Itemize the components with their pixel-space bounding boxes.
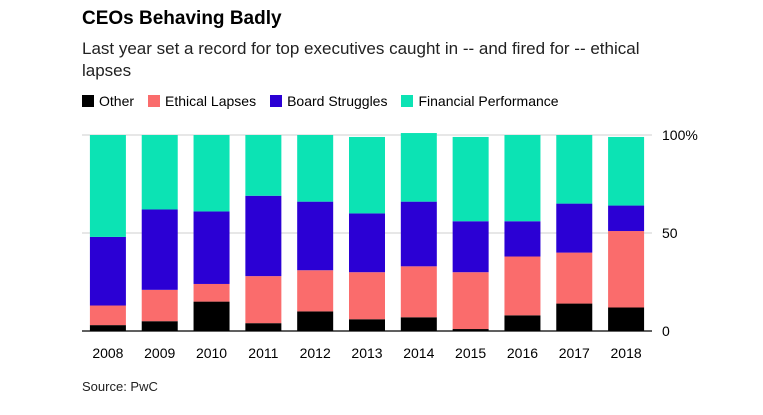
legend-label-financial-performance: Financial Performance [418,93,559,109]
legend-item-ethical-lapses: Ethical Lapses [148,93,256,109]
legend-item-financial-performance: Financial Performance [401,93,559,109]
bar-2016-ethical-lapses [504,256,541,316]
bar-2012-financial-performance [297,135,334,202]
bar-2015-ethical-lapses [452,272,489,330]
legend-item-board-struggles: Board Struggles [270,93,387,109]
bar-2016-other [504,315,541,331]
legend: Other Ethical Lapses Board Struggles Fin… [82,93,573,109]
legend-swatch-financial-performance [401,95,414,107]
chart-subtitle: Last year set a record for top executive… [82,39,640,80]
bar-2017-ethical-lapses [556,252,593,304]
bar-2011-board-struggles [245,195,282,277]
legend-label-ethical-lapses: Ethical Lapses [165,93,257,109]
bar-2012-other [297,311,334,331]
legend-swatch-ethical-lapses [148,95,161,107]
bar-2011-financial-performance [245,135,282,196]
x-tick-label-2012: 2012 [300,345,331,361]
legend-swatch-other [82,95,94,107]
bar-2016-board-struggles [504,221,541,257]
bar-2017-board-struggles [556,203,593,253]
x-tick-label-2008: 2008 [92,345,123,361]
bar-2014-financial-performance [400,133,437,202]
bar-2012-ethical-lapses [297,270,334,312]
chart-title: CEOs Behaving Badly [82,8,282,29]
x-tick-label-2015: 2015 [455,345,486,361]
bar-2008-other [89,325,126,331]
legend-item-other: Other [82,93,134,109]
bar-2009-ethical-lapses [141,289,178,322]
bar-2014-ethical-lapses [400,266,437,318]
bar-2017-financial-performance [556,135,593,204]
x-tick-label-2010: 2010 [196,345,227,361]
bar-2013-other [349,319,385,331]
bar-2014-board-struggles [400,201,437,267]
x-tick-label-2018: 2018 [611,345,642,361]
bar-2014-other [400,317,437,331]
bar-2008-ethical-lapses [89,305,126,326]
bar-2012-board-struggles [297,201,334,271]
bar-2010-board-struggles [193,211,230,284]
bar-2008-financial-performance [89,135,126,237]
bar-2009-financial-performance [141,135,178,210]
y-tick-label-100: 100% [662,127,698,143]
x-tick-label-2016: 2016 [507,345,538,361]
bar-2008-board-struggles [89,236,126,306]
bar-2010-financial-performance [193,135,230,212]
bar-2018-board-struggles [608,205,645,232]
bar-2018-other [608,307,645,331]
bar-2018-financial-performance [608,136,645,206]
x-tick-label-2014: 2014 [403,345,434,361]
legend-swatch-board-struggles [270,95,283,107]
bar-2017-other [556,303,593,331]
bar-2011-other [245,323,282,331]
bar-2009-board-struggles [141,209,178,290]
bar-2018-ethical-lapses [608,231,645,308]
bar-2016-financial-performance [504,135,541,222]
x-tick-label-2011: 2011 [248,345,278,361]
bar-2013-financial-performance [349,136,385,214]
bar-2010-other [193,301,230,331]
bar-2013-board-struggles [349,213,385,273]
bar-2011-ethical-lapses [245,276,282,324]
y-tick-label-50: 50 [662,225,678,241]
x-tick-label-2013: 2013 [351,345,382,361]
legend-label-other: Other [99,93,135,109]
bar-2013-ethical-lapses [349,272,385,320]
bar-2010-ethical-lapses [193,283,230,302]
x-tick-label-2009: 2009 [144,345,175,361]
source-note: Source: PwC [82,379,158,394]
bar-2015-financial-performance [452,136,489,222]
legend-label-board-struggles: Board Struggles [287,93,388,109]
bar-2015-board-struggles [452,221,489,273]
bar-2015-other [452,329,489,331]
x-tick-label-2017: 2017 [559,345,590,361]
bar-2009-other [141,321,178,331]
y-tick-label-0: 0 [662,323,670,339]
